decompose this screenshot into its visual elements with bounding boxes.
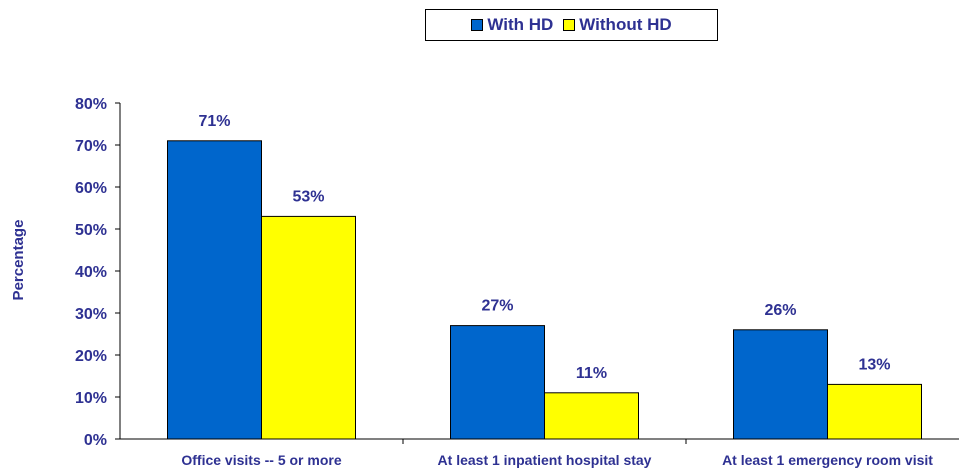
legend-label-with-hd: With HD [487,15,554,34]
bar-with-hd [167,140,262,440]
bar-value-label: 13% [858,356,890,373]
x-category-label: At least 1 inpatient hospital stay [438,452,652,468]
bars [167,140,922,440]
bar-value-label: 53% [292,188,324,205]
y-tick-label: 50% [75,222,107,239]
legend-swatch-without-hd [563,19,576,31]
bar-with-hd [733,329,828,440]
bar-without-hd [261,215,356,440]
y-tick-label: 80% [75,96,107,113]
x-category-label: At least 1 emergency room visit [722,452,933,468]
y-tick-label: 40% [75,264,107,281]
bar-without-hd [827,383,922,440]
y-tick-label: 20% [75,348,107,365]
x-category-label: Office visits -- 5 or more [181,452,341,468]
axes: 0% 10% 20% 30% 40% 50% 60% 70% 80% Office visits … [75,96,959,468]
y-tick-label: 60% [75,180,107,197]
data-labels: 71% 53% 27% 11% 26% 13% [198,113,890,382]
y-tick-label: 10% [75,390,107,407]
bar-without-hd [544,392,639,440]
bar-value-label: 27% [481,298,513,315]
y-tick-label: 30% [75,306,107,323]
legend-swatch-with-hd [471,19,484,31]
y-tick-label: 0% [84,432,107,449]
legend-label-without-hd: Without HD [579,15,672,34]
bar-value-label: 11% [576,365,607,382]
legend-item-with-hd: With HD [471,15,553,35]
bar-with-hd [450,325,545,440]
y-tick-label: 70% [75,138,107,155]
legend-item-without-hd: Without HD [563,15,672,35]
bar-value-label: 71% [198,113,230,130]
y-axis-label: Percentage [10,220,27,301]
bar-value-label: 26% [764,302,796,319]
legend: With HD Without HD [425,9,718,41]
